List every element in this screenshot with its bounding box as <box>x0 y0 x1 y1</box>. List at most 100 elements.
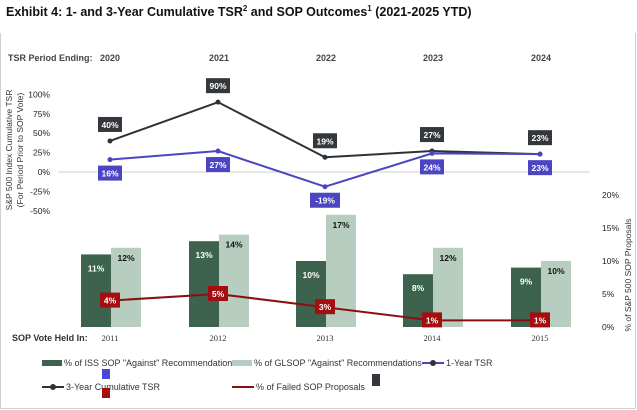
bar-iss-label: 11% <box>88 263 105 273</box>
legend-swatch-one-year <box>422 360 444 366</box>
top-x-tick-label: 2023 <box>423 53 443 63</box>
one-year-tsr-point <box>107 157 113 163</box>
bottom-axis-label: SOP Vote Held In: <box>12 333 88 343</box>
three-year-tsr-label-box <box>313 133 337 149</box>
three-year-tsr-label-box <box>98 116 122 132</box>
bottom-x-tick-label: 2012 <box>210 333 227 343</box>
title-text: Exhibit 4: 1- and 3-Year Cumulative TSR <box>6 5 243 20</box>
one-year-tsr-label-box <box>310 192 340 208</box>
left-y-tick-label: 75% <box>33 109 50 119</box>
one-year-tsr-label-box <box>420 159 444 175</box>
three-year-tsr-label: 23% <box>531 133 548 143</box>
title-footnote-2: 2 <box>242 4 248 13</box>
legend-item-three-year: 3-Year Cumulative TSR <box>42 382 160 392</box>
bar-gl-label: 12% <box>439 253 456 263</box>
left-y-tick-label: 50% <box>33 128 50 138</box>
three-year-tsr-label-box <box>420 127 444 143</box>
right-y-tick-label: 20% <box>602 190 619 200</box>
one-year-tsr-point <box>215 148 221 154</box>
left-y-tick-label: -25% <box>30 186 50 196</box>
bottom-x-tick-label: 2014 <box>424 333 442 343</box>
right-y-tick-label: 0% <box>602 322 615 332</box>
one-year-tsr-point <box>429 150 435 156</box>
one-year-tsr-label-box <box>528 160 552 176</box>
title-text-suffix: (2021-2025 YTD) <box>371 5 472 20</box>
legend-label-three-year: 3-Year Cumulative TSR <box>66 382 161 392</box>
failed-sop-label: 3% <box>319 302 332 312</box>
title-footnote-1: 1 <box>367 4 372 13</box>
legend-label-gl: % of GLSOP "Against" Recommendations <box>254 358 422 368</box>
legend-swatch-iss <box>42 360 62 366</box>
bar-iss-label: 8% <box>412 283 425 293</box>
legend-marker-red-block <box>102 388 110 398</box>
bar-iss <box>296 261 326 327</box>
left-y-tick-label: 0% <box>38 167 51 177</box>
bar-iss <box>189 241 219 327</box>
bottom-x-tick-label: 2013 <box>317 333 334 343</box>
failed-sop-label: 4% <box>104 296 117 306</box>
legend-marker-dark-block <box>372 374 380 386</box>
failed-sop-label: 5% <box>212 289 225 299</box>
one-year-tsr-label: 16% <box>101 169 118 179</box>
bar-gl <box>111 247 141 327</box>
legend-swatch-three-year <box>42 384 64 390</box>
one-year-tsr-label: 27% <box>209 160 226 170</box>
three-year-tsr-point <box>107 138 113 144</box>
three-year-tsr-label: 90% <box>209 81 226 91</box>
title-text-middle: and SOP Outcomes <box>247 5 368 20</box>
top-x-tick-label: 2020 <box>100 53 120 63</box>
legend-label-iss: % of ISS SOP "Against" Recommendations <box>64 358 237 368</box>
three-year-tsr-label-box <box>206 78 230 94</box>
three-year-tsr-label: 19% <box>316 136 333 146</box>
legend-item-iss: % of ISS SOP "Against" Recommendations <box>42 358 237 368</box>
left-y-axis-title-line1: S&P 500 Index Cumulative TSR <box>4 90 14 211</box>
chart-frame <box>0 33 636 409</box>
bar-gl-label: 10% <box>547 266 564 276</box>
left-y-axis-title-line2: (For Period Prior to SOP Vote) <box>15 93 25 208</box>
bottom-x-tick-label: 2015 <box>532 333 549 343</box>
three-year-tsr-line <box>109 101 541 159</box>
failed-sop-label-box <box>315 299 335 315</box>
one-year-tsr-label-box <box>206 157 230 173</box>
failed-sop-label-box <box>100 292 120 308</box>
legend-label-one-year: 1-Year TSR <box>446 358 493 368</box>
right-y-tick-label: 5% <box>602 289 615 299</box>
bar-iss-label: 10% <box>302 270 319 280</box>
top-x-tick-label: 2024 <box>531 53 551 63</box>
bar-iss-label: 13% <box>195 250 212 260</box>
left-y-tick-label: 100% <box>28 89 50 99</box>
bar-iss-label: 9% <box>520 277 533 287</box>
bottom-x-tick-label: 2011 <box>102 333 119 343</box>
one-year-tsr-label-box <box>98 165 122 181</box>
failed-sop-label-box <box>208 286 228 301</box>
legend-swatch-gl <box>232 360 252 366</box>
one-year-tsr-point <box>537 151 543 157</box>
three-year-tsr-point <box>215 99 221 105</box>
one-year-tsr-label: 24% <box>423 162 440 172</box>
failed-sop-label: 1% <box>426 315 439 325</box>
left-y-tick-label: 25% <box>33 148 50 158</box>
failed-sop-label: 1% <box>534 315 547 325</box>
bar-gl <box>219 234 249 327</box>
legend-label-failed: % of Failed SOP Proposals <box>256 382 365 392</box>
top-axis-label: TSR Period Ending: <box>8 53 93 63</box>
bar-gl-label: 12% <box>117 253 134 263</box>
bar-gl-label: 17% <box>332 220 349 230</box>
bar-iss <box>81 254 111 327</box>
failed-sop-label-box <box>422 312 442 328</box>
legend-item-one-year: 1-Year TSR <box>422 358 493 368</box>
legend-item-gl: % of GLSOP "Against" Recommendations <box>232 358 422 368</box>
top-x-tick-label: 2022 <box>316 53 336 63</box>
one-year-tsr-label: 23% <box>531 163 548 173</box>
legend-marker-blue-block <box>102 369 110 379</box>
three-year-tsr-label-box <box>528 130 552 146</box>
right-y-axis-title: % of S&P 500 SOP Proposals <box>623 218 633 331</box>
legend-swatch-failed <box>232 386 254 388</box>
right-y-tick-label: 15% <box>602 223 619 233</box>
bar-gl-label: 14% <box>225 240 242 250</box>
three-year-tsr-label: 27% <box>423 130 440 140</box>
failed-sop-label-box <box>530 312 550 328</box>
top-x-tick-label: 2021 <box>209 53 229 63</box>
chart-title: Exhibit 4: 1- and 3-Year Cumulative TSR2… <box>6 4 472 19</box>
